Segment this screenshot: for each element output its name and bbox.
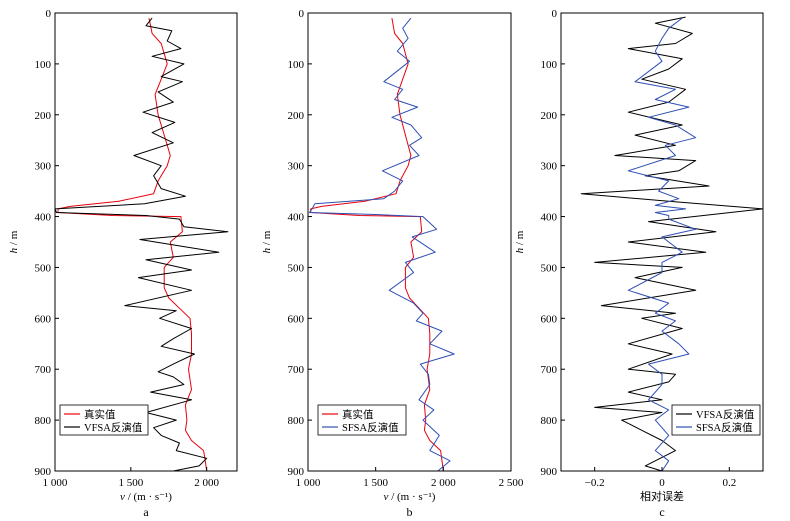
- y-tick-label-b: 700: [288, 364, 305, 376]
- y-tick-label-a: 0: [46, 8, 52, 20]
- y-tick-label-a: 600: [35, 313, 52, 325]
- y-tick-label-c: 0: [552, 8, 558, 20]
- y-tick-label-c: 700: [541, 364, 558, 376]
- y-tick-label-b: 200: [288, 110, 305, 122]
- y-axis-symbol-b: h: [261, 247, 273, 253]
- x-tick-label-b: 2 000: [431, 477, 456, 489]
- x-tick-label-c: 0: [659, 477, 665, 489]
- y-tick-label-c: 500: [541, 262, 558, 274]
- series-line-c-1: [627, 17, 697, 471]
- plot-frame-b: [307, 12, 512, 472]
- y-tick-label-a: 900: [35, 466, 52, 478]
- y-axis-label-c: h / m: [514, 230, 526, 253]
- series-line-a-1: [55, 17, 229, 471]
- y-axis-symbol-c: h: [514, 247, 526, 253]
- y-tick-label-a: 100: [35, 59, 52, 71]
- x-axis-symbol-a: v: [120, 491, 125, 503]
- y-tick-label-b: 300: [288, 161, 305, 173]
- y-tick-label-a: 700: [35, 364, 52, 376]
- legend-label-a-0: 真实值: [84, 408, 116, 421]
- y-tick-label-a: 800: [35, 415, 52, 427]
- x-tick-label-a: 2 000: [194, 477, 219, 489]
- y-tick-label-b: 500: [288, 262, 305, 274]
- legend-box-a: [59, 404, 149, 436]
- y-tick-label-b: 100: [288, 59, 305, 71]
- panel-c: 0 100 200 300 400 500 600 700 800 900 −0.2 0 0.2 h / …: [514, 8, 764, 519]
- y-axis-label-b: h / m: [261, 230, 273, 253]
- x-axis-label-b: v / (m · s⁻¹): [384, 491, 436, 503]
- series-line-a-0: [57, 18, 208, 471]
- x-axis-label-a: v / (m · s⁻¹): [120, 491, 172, 503]
- y-axis-unit-b: / m: [261, 230, 273, 248]
- y-tick-label-a: 200: [35, 110, 52, 122]
- plot-frame-c: [560, 12, 764, 472]
- y-tick-label-c: 400: [541, 212, 558, 224]
- y-tick-label-c: 200: [541, 110, 558, 122]
- y-tick-label-b: 800: [288, 415, 305, 427]
- legend-label-c-1: SFSA反演值: [696, 421, 753, 434]
- x-axis-symbol-b: v: [384, 491, 389, 503]
- series-line-c-0: [580, 16, 763, 471]
- x-axis-label-c: 相对误差: [640, 489, 684, 503]
- x-tick-label-c: 0.2: [722, 477, 736, 489]
- y-tick-label-a: 300: [35, 161, 52, 173]
- y-tick-label-c: 800: [541, 415, 558, 427]
- y-axis-symbol-a: h: [8, 247, 20, 253]
- panel-label-c: c: [659, 505, 664, 519]
- y-tick-label-c: 600: [541, 313, 558, 325]
- x-tick-label-a: 1 000: [43, 477, 68, 489]
- panel-label-a: a: [143, 505, 149, 519]
- legend-box-b: [317, 404, 407, 436]
- y-tick-label-b: 600: [288, 313, 305, 325]
- x-tick-label-b: 2 500: [499, 477, 524, 489]
- series-line-b-0: [310, 18, 444, 471]
- x-axis-unit-b: / (m · s⁻¹): [388, 491, 435, 503]
- plot-frame-a: [54, 12, 238, 472]
- legend-box-c: [671, 404, 761, 436]
- series-line-b-1: [308, 17, 455, 471]
- y-axis-label-a: h / m: [8, 230, 20, 253]
- x-tick-label-b: 1 000: [296, 477, 321, 489]
- legend-label-b-0: 真实值: [342, 408, 374, 421]
- legend-label-a-1: VFSA反演值: [84, 421, 143, 434]
- y-tick-label-b: 400: [288, 212, 305, 224]
- y-axis-unit-c: / m: [514, 230, 526, 248]
- y-tick-label-a: 500: [35, 262, 52, 274]
- legend-label-c-0: VFSA反演值: [696, 408, 755, 421]
- x-tick-label-c: −0.2: [585, 477, 605, 489]
- y-tick-label-a: 400: [35, 212, 52, 224]
- y-tick-label-c: 100: [541, 59, 558, 71]
- x-tick-label-b: 1 500: [363, 477, 388, 489]
- y-tick-label-c: 900: [541, 466, 558, 478]
- y-tick-label-b: 0: [299, 8, 305, 20]
- panel-label-b: b: [407, 505, 413, 519]
- y-tick-label-c: 300: [541, 161, 558, 173]
- y-tick-label-b: 900: [288, 466, 305, 478]
- x-axis-unit-a: / (m · s⁻¹): [125, 491, 172, 503]
- legend-label-b-1: SFSA反演值: [342, 421, 399, 434]
- y-axis-unit-a: / m: [8, 230, 20, 248]
- x-tick-label-a: 1 500: [118, 477, 143, 489]
